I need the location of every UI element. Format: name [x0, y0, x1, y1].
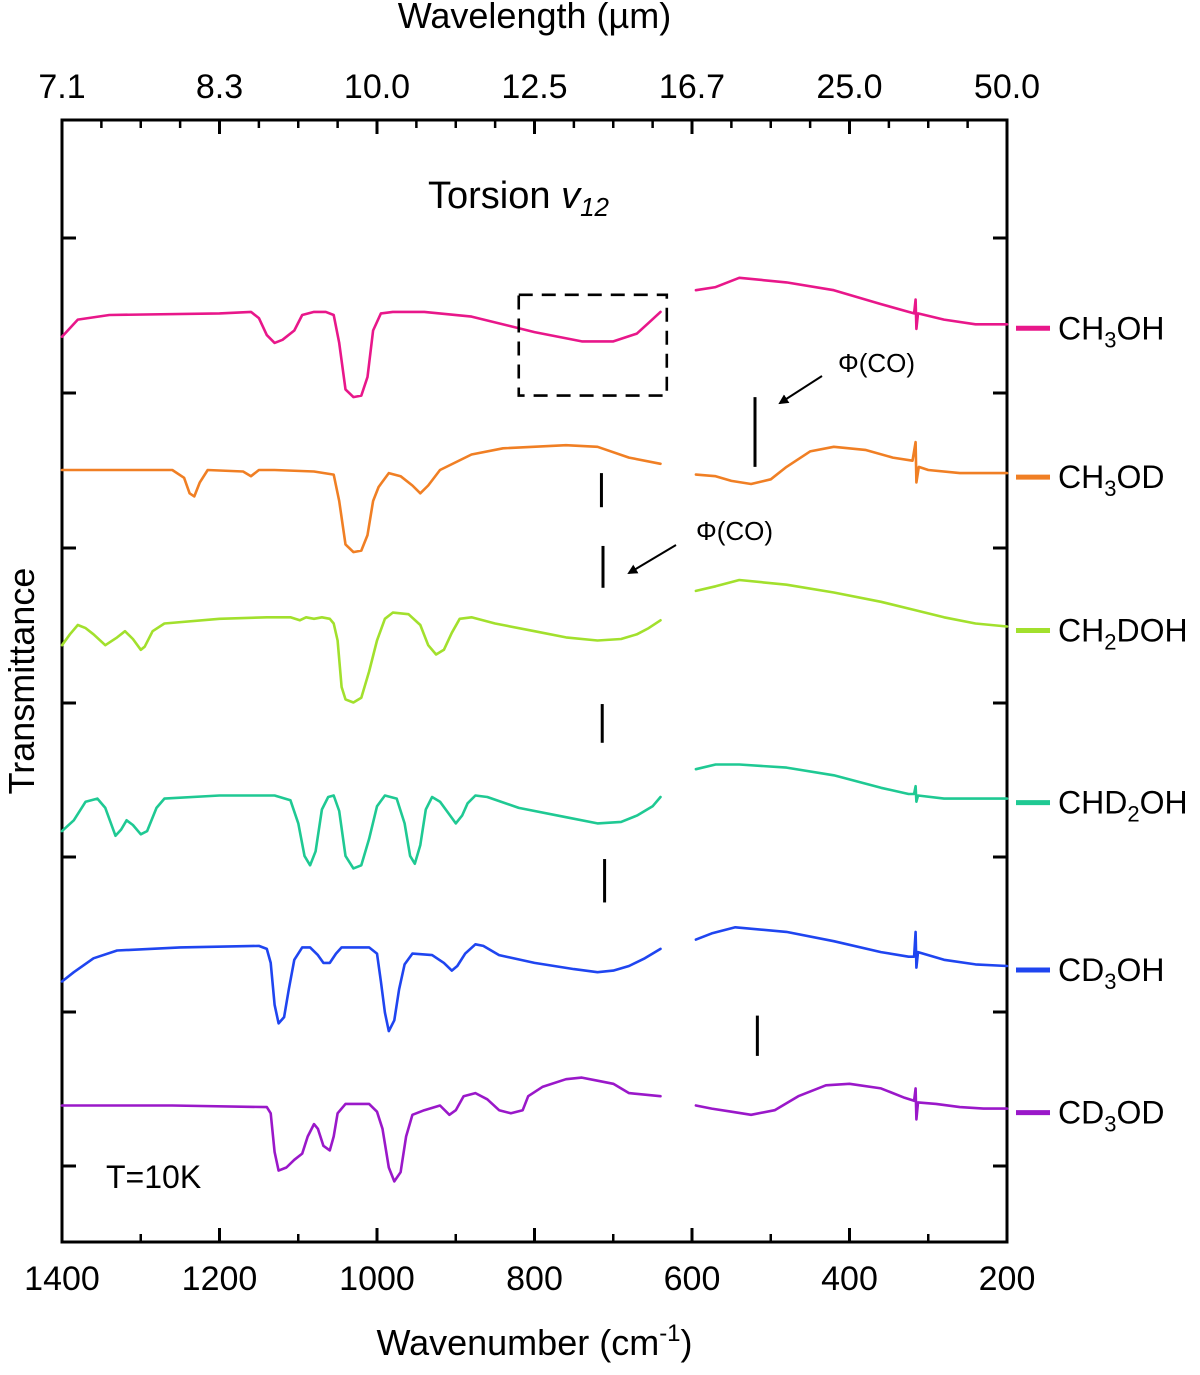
legend-label-CH3OD: CH3OD [1058, 459, 1164, 501]
x2-tick-label: 10.0 [344, 68, 410, 106]
legend: CH3OH CH3OD CH2DOH CHD2OH CD3OH CD3OD [1016, 310, 1188, 1137]
phi-markers [599, 397, 759, 1056]
series-lines [60, 276, 1009, 1183]
y-axis-title: Transmittance [1, 568, 42, 795]
series-line-CH2DOH-left [60, 611, 662, 704]
legend-label-CH3OH: CH3OH [1058, 310, 1164, 352]
x2-tick-label: 7.1 [38, 68, 85, 106]
legend-label-CH2DOH: CH2DOH [1058, 613, 1188, 655]
series-line-CD3OD-right [694, 1082, 1009, 1121]
x-tick-label: 600 [664, 1260, 721, 1298]
x2-tick-label: 8.3 [196, 68, 243, 106]
legend-label-CD3OD: CD3OD [1058, 1095, 1164, 1137]
series-line-CHD2OH-left [60, 794, 662, 870]
x2-tick-label: 50.0 [974, 68, 1040, 106]
plot-frame [60, 118, 1009, 1244]
x-tick-label: 1200 [182, 1260, 258, 1298]
axis-ticks: 1400 1200 1000 800 600 400 200 7.1 8.3 10.0 12.5 16… [24, 68, 1040, 1298]
x2-tick-label: 16.7 [659, 68, 725, 106]
torsion-box [517, 293, 669, 397]
torsion-label: Torsion v12 [428, 175, 610, 222]
x2-tick-label: 25.0 [816, 68, 882, 106]
x-tick-label: 1400 [24, 1260, 100, 1298]
plot-border [60, 118, 1009, 1244]
phi-co-label-1: Φ(CO) [838, 348, 915, 378]
phi-arrow-2 [627, 544, 677, 575]
x-tick-label: 200 [979, 1260, 1036, 1298]
phi-arrow-1 [778, 375, 823, 405]
phi-co-label-2: Φ(CO) [696, 516, 773, 546]
temperature-label: T=10K [106, 1159, 201, 1195]
x-tick-label: 1000 [339, 1260, 415, 1298]
x2-tick-label: 12.5 [501, 68, 567, 106]
series-line-CH3OD-right [694, 440, 1009, 486]
annotations: Wavenumber (cm-1) Wavelength (µm) Transmit… [1, 0, 915, 1363]
x-tick-label: 400 [821, 1260, 878, 1298]
series-line-CD3OH-left [60, 942, 662, 1033]
legend-label-CD3OH: CD3OH [1058, 952, 1164, 994]
series-line-CD3OH-right [694, 925, 1009, 969]
legend-label-CHD2OH: CHD2OH [1058, 785, 1188, 827]
series-line-CH3OH-left [60, 310, 662, 399]
series-line-CD3OD-left [60, 1076, 662, 1183]
x2-axis-title: Wavelength (µm) [398, 0, 671, 36]
series-line-CH3OH-right [694, 276, 1009, 331]
series-line-CH3OD-left [60, 443, 662, 554]
series-line-CH2DOH-right [694, 578, 1009, 628]
x-tick-label: 800 [506, 1260, 563, 1298]
series-line-CHD2OH-right [694, 763, 1009, 804]
x-axis-title: Wavenumber (cm-1) [376, 1320, 692, 1363]
